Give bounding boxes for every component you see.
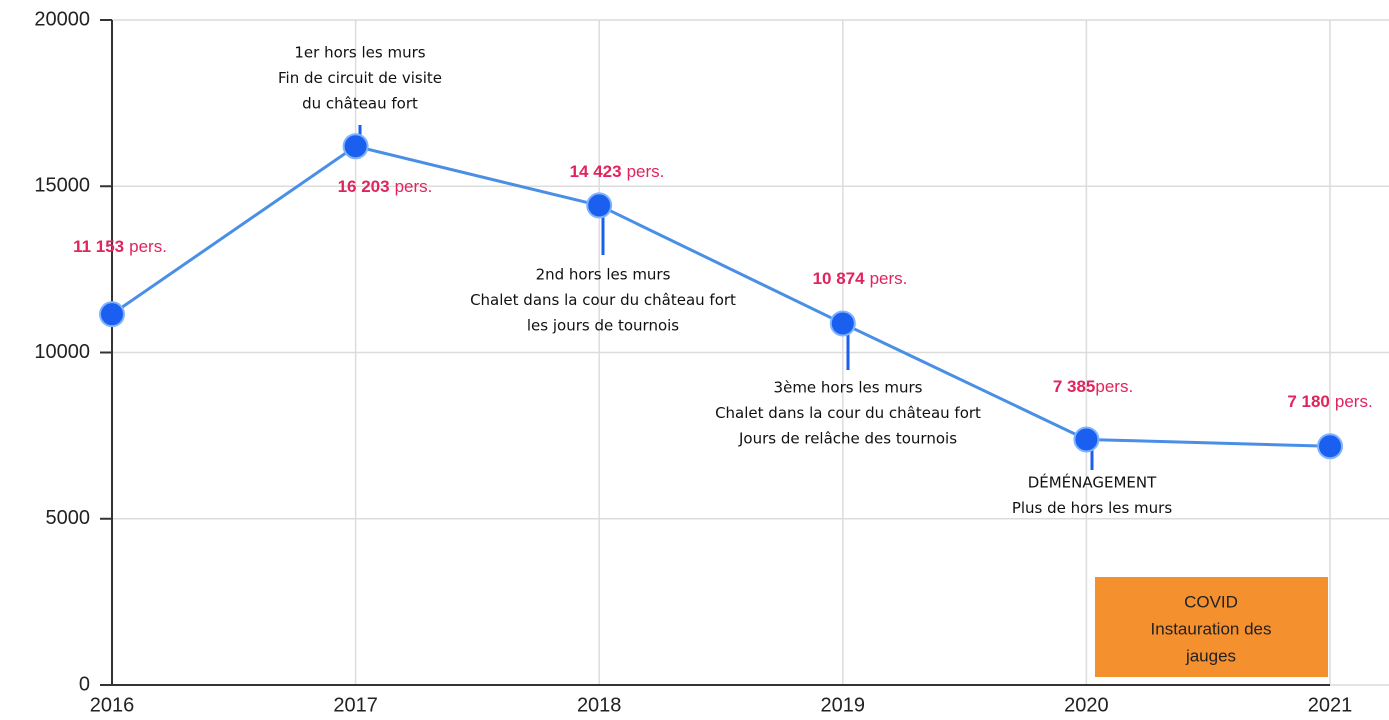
value-unit: pers.: [870, 269, 908, 288]
annotation: du château fort: [302, 95, 418, 113]
annotation: Chalet dans la cour du château fort: [715, 404, 981, 422]
x-tick-label: 2020: [1064, 694, 1109, 716]
marker: [1317, 433, 1343, 460]
x-tick-label: 2019: [821, 694, 866, 716]
annotation: 1er hors les murs: [294, 44, 425, 62]
annotation: 2nd hors les murs: [536, 266, 671, 284]
value-label: 14 423 pers.: [570, 162, 665, 181]
marker: [829, 310, 856, 337]
value-number: 14 423: [570, 162, 622, 181]
x-tick-label: 2016: [90, 694, 135, 716]
value-unit: pers.: [395, 177, 433, 196]
annotation: DÉMÉNAGEMENT: [1028, 473, 1157, 492]
value-number: 7 180: [1287, 392, 1330, 411]
value-label: 7 180 pers.: [1287, 392, 1372, 411]
value-unit: pers.: [1095, 377, 1133, 396]
value-number: 7 385: [1053, 377, 1096, 396]
box-text: COVID: [1184, 592, 1238, 611]
value-unit: pers.: [1335, 392, 1373, 411]
marker: [586, 192, 613, 219]
annotation: Fin de circuit de visite: [278, 69, 442, 87]
value-number: 11 153: [73, 237, 124, 256]
line: [111, 144, 1331, 448]
x-tick-label: 2021: [1308, 694, 1353, 716]
marker: [1073, 426, 1100, 453]
value-unit: pers.: [129, 237, 167, 256]
value-label: 16 203 pers.: [338, 177, 433, 196]
covid-box: [1095, 577, 1328, 677]
x-tick-label: 2017: [333, 694, 378, 716]
value-number: 10 874: [813, 269, 866, 288]
x-tick-label: 2018: [577, 694, 622, 716]
box-text: Instauration des: [1151, 619, 1272, 638]
annotation: Jours de relâche des tournois: [738, 430, 957, 448]
value-label: 10 874 pers.: [813, 269, 908, 288]
marker: [342, 133, 369, 160]
marker: [99, 301, 125, 328]
y-tick-label: 5000: [46, 507, 91, 529]
y-tick-label: 15000: [34, 175, 90, 197]
annotation: Chalet dans la cour du château fort: [470, 291, 736, 309]
value-label: 11 153 pers.: [73, 237, 167, 256]
annotation: les jours de tournois: [527, 317, 679, 335]
y-tick-label: 0: [79, 673, 90, 695]
annotation: Plus de hors les murs: [1012, 499, 1173, 517]
value-unit: pers.: [627, 162, 665, 181]
value-number: 16 203: [338, 177, 390, 196]
annotation: 3ème hors les murs: [774, 379, 923, 397]
y-tick-label: 20000: [34, 8, 90, 30]
value-label: 7 385pers.: [1053, 377, 1133, 396]
box-text: jauges: [1185, 646, 1236, 665]
y-tick-label: 10000: [34, 341, 90, 363]
